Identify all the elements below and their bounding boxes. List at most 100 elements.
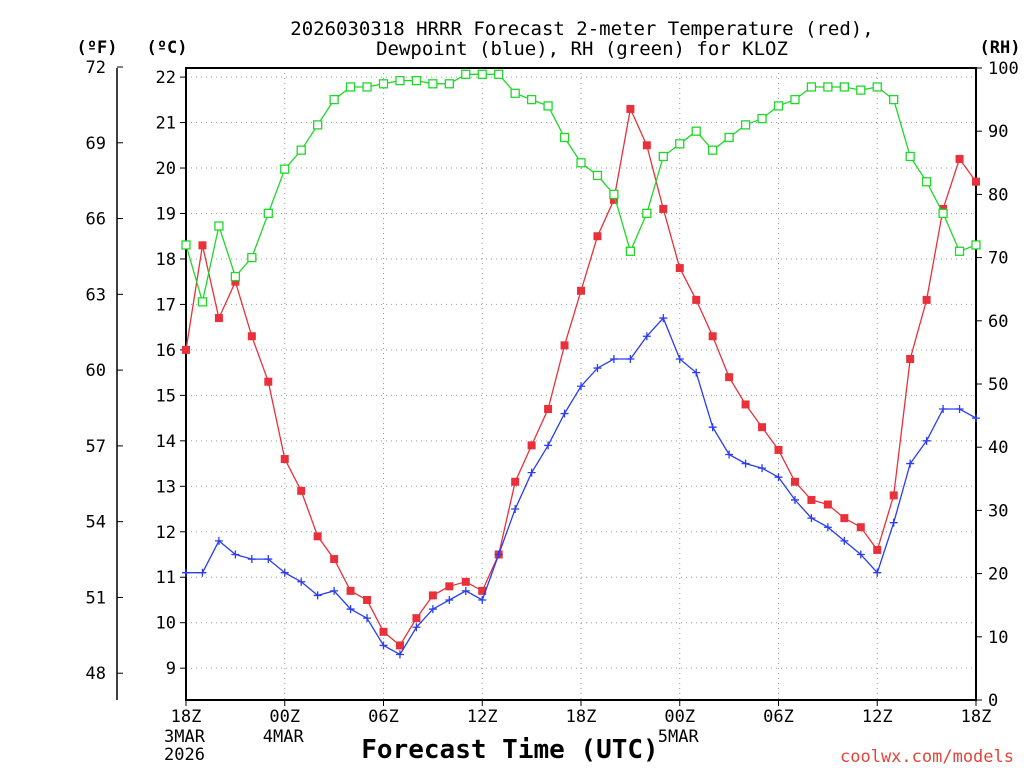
- celsius-tick-label: 14: [156, 432, 176, 452]
- 2-meter-temperature-c-point: [527, 441, 536, 450]
- 2-meter-temperature-c-point: [593, 232, 602, 241]
- 2-meter-temperature-c-point: [461, 577, 470, 586]
- rh-series: [181, 69, 981, 307]
- celsius-unit-label: (ºC): [147, 38, 188, 58]
- celsius-tick-label: 20: [156, 159, 176, 179]
- site-credit: coolwx.com/models: [840, 747, 1014, 767]
- rh-point: [395, 75, 405, 86]
- dewpoint-c-point: [182, 568, 190, 577]
- 2-meter-temperature-c-point: [214, 314, 223, 323]
- 2-meter-temperature-c-point: [873, 545, 882, 554]
- rh-point: [790, 94, 800, 105]
- dewpoint-c-point: [198, 568, 207, 577]
- dewpoint-c-point: [461, 586, 470, 595]
- dewpoint-c-point: [708, 423, 717, 432]
- rh-point: [839, 82, 849, 92]
- fahrenheit-tick-label: 54: [86, 513, 106, 533]
- time-tick-date: 4MAR: [263, 727, 305, 747]
- dewpoint-c-point: [675, 354, 684, 363]
- dewpoint-c-point: [280, 568, 289, 577]
- fahrenheit-tick-label: 57: [86, 437, 106, 457]
- rh-tick-label: 50: [988, 375, 1008, 395]
- time-tick-label: 12Z: [467, 707, 498, 727]
- time-tick-label: 18Z: [566, 707, 597, 727]
- 2-meter-temperature-c-point: [807, 495, 816, 504]
- dewpoint-c-point: [823, 523, 832, 532]
- rh-point: [576, 158, 586, 168]
- 2-meter-temperature-c-point: [313, 532, 322, 541]
- 2-meter-temperature-c-point: [247, 332, 256, 341]
- rh-tick-label: 100: [988, 59, 1019, 79]
- time-tick-label: 00Z: [269, 707, 300, 727]
- 2-meter-temperature-c-point: [708, 332, 717, 341]
- 2-meter-temperature-c-point: [560, 341, 569, 350]
- 2-meter-temperature-c-line: [185, 106, 977, 647]
- rh-point: [296, 145, 306, 155]
- fahrenheit-tick-label: 51: [86, 588, 106, 608]
- rh-tick-label: 0: [988, 691, 998, 711]
- dewpoint-c-point: [856, 550, 865, 559]
- dewpoint-c-point: [790, 495, 799, 504]
- 2-meter-temperature-c-point: [758, 423, 767, 432]
- dewpoint-c-point: [609, 354, 618, 363]
- rh-point: [625, 246, 636, 256]
- dewpoint-c-point: [395, 650, 404, 659]
- dewpoint-c-point: [774, 473, 783, 482]
- rh-point: [724, 132, 734, 143]
- rh-point: [905, 151, 915, 162]
- 2-meter-temperature-c-point: [906, 354, 915, 363]
- rh-point: [806, 82, 817, 92]
- grid-lines: [186, 68, 976, 700]
- dewpoint-c-series: [182, 314, 980, 659]
- fahrenheit-tick-label: 48: [86, 664, 106, 684]
- 2-meter-temperature-c-point: [675, 264, 684, 273]
- x-axis-title: Forecast Time (UTC): [361, 735, 658, 765]
- rh-point: [543, 101, 553, 111]
- 2-meter-temperature-c-series: [182, 104, 980, 650]
- dewpoint-c-point: [741, 459, 750, 468]
- rh-tick-label: 60: [988, 312, 1008, 332]
- 2-meter-temperature-c-point: [363, 595, 372, 604]
- dewpoint-c-point: [593, 364, 602, 373]
- dewpoint-c-point: [363, 614, 372, 623]
- celsius-tick-label: 13: [156, 477, 176, 497]
- 2-meter-temperature-c-point: [412, 614, 421, 623]
- fahrenheit-tick-label: 66: [86, 210, 106, 230]
- rh-tick-label: 30: [988, 501, 1008, 521]
- dewpoint-c-point: [840, 536, 849, 545]
- celsius-tick-label: 19: [156, 204, 176, 224]
- rh-point: [411, 75, 422, 86]
- rh-point: [378, 79, 389, 89]
- rh-point: [526, 94, 537, 105]
- 2-meter-temperature-c-point: [856, 523, 865, 532]
- dewpoint-c-point: [560, 409, 569, 418]
- celsius-tick-label: 15: [156, 386, 176, 406]
- 2-meter-temperature-c-point: [692, 295, 701, 304]
- 2-meter-temperature-c-point: [609, 195, 618, 204]
- rh-point: [856, 85, 866, 95]
- rh-point: [823, 82, 833, 92]
- rh-point: [658, 151, 668, 162]
- dewpoint-c-point: [577, 382, 585, 391]
- dewpoint-c-point: [478, 595, 487, 604]
- rh-point: [872, 82, 882, 92]
- celsius-tick-label: 10: [156, 614, 176, 634]
- dewpoint-c-point: [642, 332, 651, 341]
- rh-tick-label: 90: [988, 122, 1008, 142]
- rh-point: [592, 170, 603, 181]
- time-tick-date: 5MAR: [658, 727, 700, 747]
- rh-point: [889, 94, 899, 105]
- 2-meter-temperature-c-point: [725, 373, 734, 382]
- celsius-tick-label: 21: [156, 114, 176, 134]
- rh-point: [362, 82, 372, 92]
- rh-point: [247, 252, 257, 263]
- dewpoint-c-point: [758, 464, 767, 473]
- 2-meter-temperature-c-point: [198, 241, 207, 250]
- rh-point: [197, 297, 208, 307]
- rh-point: [510, 88, 520, 98]
- dewpoint-c-point: [346, 605, 355, 614]
- 2-meter-temperature-c-point: [379, 627, 388, 636]
- rh-point: [494, 69, 504, 79]
- rh-point: [280, 164, 290, 174]
